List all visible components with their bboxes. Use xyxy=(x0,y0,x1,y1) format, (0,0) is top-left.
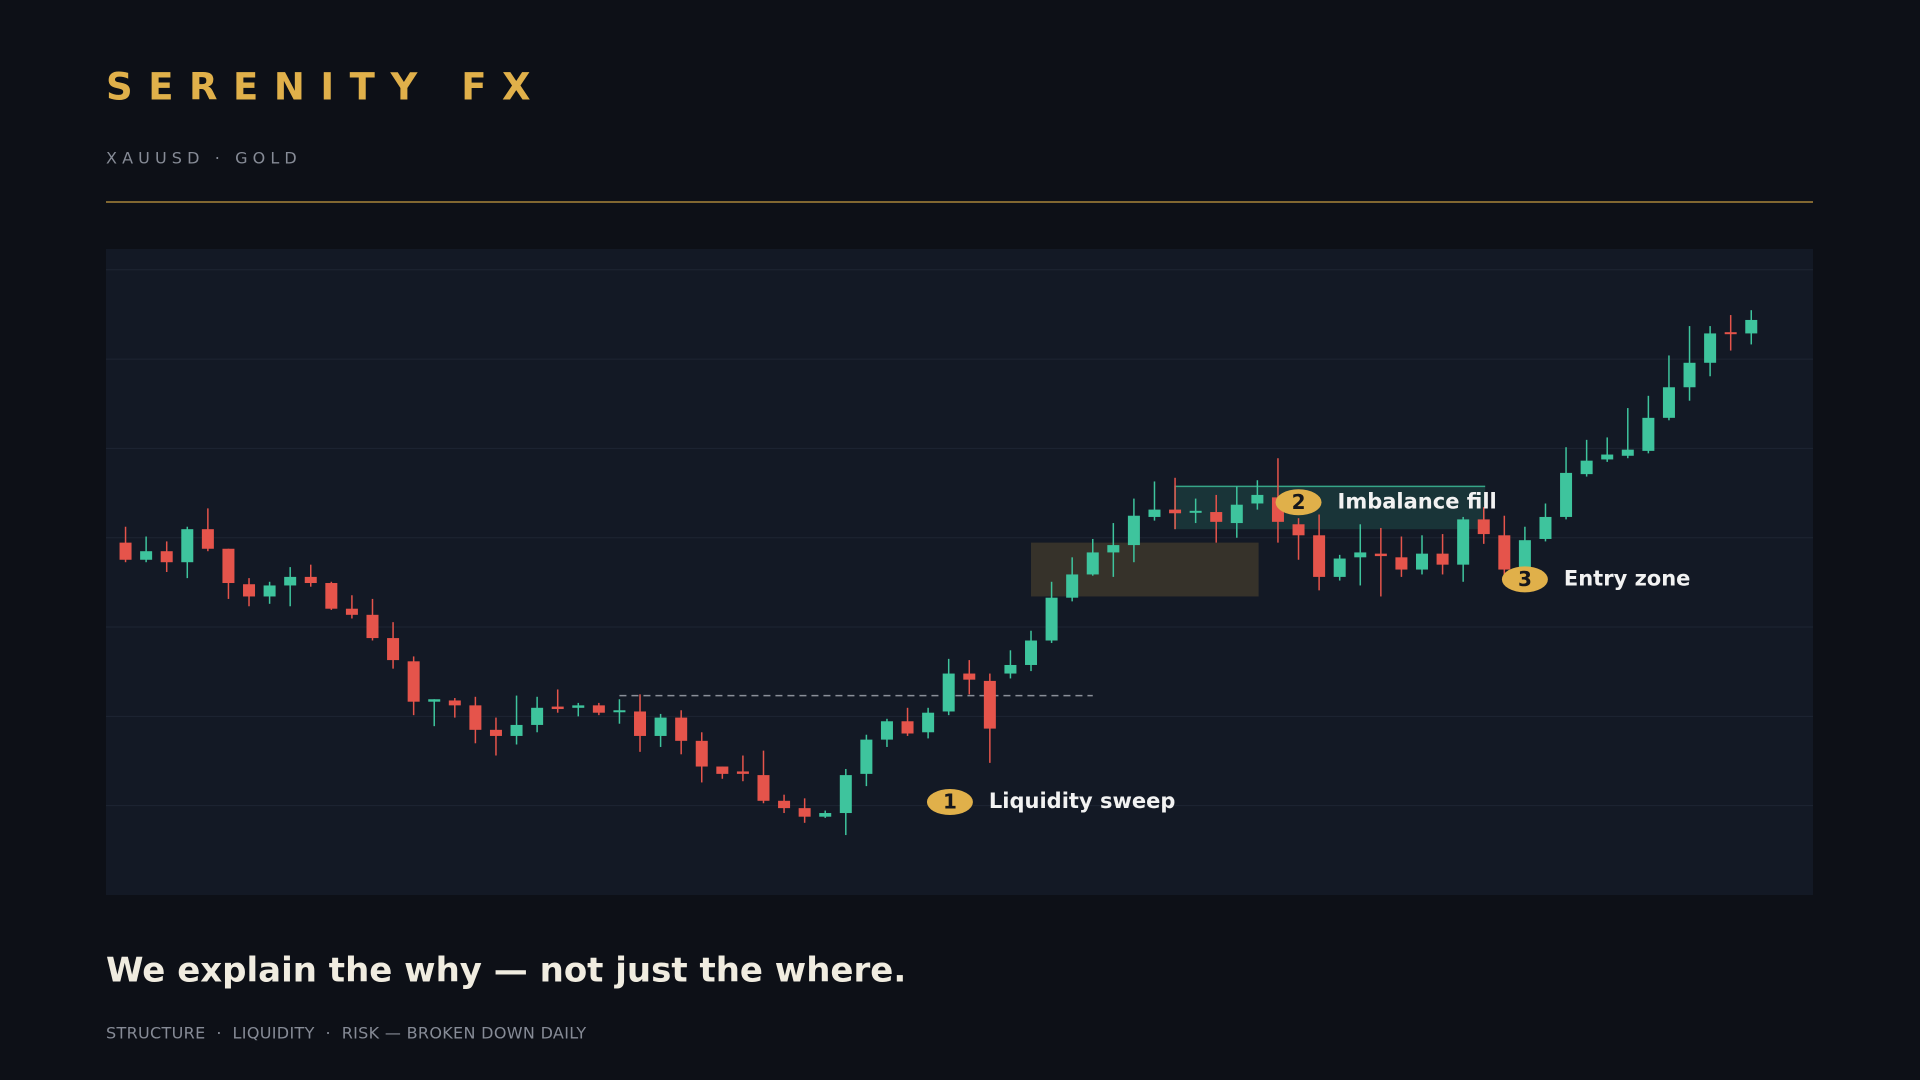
candle-body xyxy=(1395,557,1408,570)
candle-body xyxy=(922,712,935,733)
candle-body xyxy=(345,608,358,615)
candle-body xyxy=(1580,460,1593,475)
candle-body xyxy=(716,766,729,774)
candle-body xyxy=(1621,449,1634,456)
candle-body xyxy=(963,673,976,680)
candle-body xyxy=(407,661,420,702)
candle-body xyxy=(654,717,667,736)
candle-body xyxy=(1333,558,1346,577)
candle-body xyxy=(634,711,647,736)
candle-body xyxy=(1374,553,1387,557)
candle-body xyxy=(860,739,873,774)
candle-body xyxy=(1045,597,1058,641)
candle-body xyxy=(304,576,317,584)
candle-body xyxy=(572,705,585,708)
annotation-label: Entry zone xyxy=(1564,566,1691,590)
candle-body xyxy=(1025,640,1038,665)
candle-body xyxy=(366,614,379,639)
candle-body xyxy=(1457,519,1470,565)
candle-body xyxy=(1436,553,1449,565)
tagline: STRUCTURE · LIQUIDITY · RISK — BROKEN DO… xyxy=(106,1024,586,1043)
candle-body xyxy=(1477,519,1490,535)
candle-body xyxy=(1251,494,1264,504)
candle-body xyxy=(1560,472,1573,517)
candle-body xyxy=(1704,333,1717,363)
chart: 1 Liquidity sweep 2 Imbalance fill 3 Entry zo… xyxy=(106,269,1813,836)
candle-body xyxy=(448,700,461,706)
zone xyxy=(1031,542,1259,597)
badge-number: 2 xyxy=(1292,490,1306,514)
badge xyxy=(1275,489,1322,516)
candle-body xyxy=(284,576,297,586)
candle-body xyxy=(757,775,770,801)
candle-body xyxy=(119,542,132,560)
zone xyxy=(1175,486,1486,530)
badge xyxy=(926,789,973,816)
candle-body xyxy=(428,699,441,702)
candle-body xyxy=(1210,512,1223,522)
candle-body xyxy=(613,710,626,713)
candle-body xyxy=(983,680,996,729)
candle-body xyxy=(1724,332,1737,335)
candle-body xyxy=(1292,524,1305,536)
annotation-label: Liquidity sweep xyxy=(989,789,1175,813)
candle-body xyxy=(778,800,791,809)
brand-subtitle: XAUUSD · GOLD xyxy=(106,149,302,168)
candle-body xyxy=(839,775,852,814)
candle-body xyxy=(1086,552,1099,575)
candle-body xyxy=(469,705,482,730)
candle-body xyxy=(1189,510,1202,513)
candle-body xyxy=(1662,387,1675,418)
candle-body xyxy=(1107,545,1120,553)
candle-body xyxy=(1148,509,1161,517)
candle-body xyxy=(510,724,523,736)
candle-body xyxy=(1683,362,1696,388)
candle-body xyxy=(1230,504,1243,524)
candle-body xyxy=(798,808,811,817)
headline: We explain the why — not just the where. xyxy=(106,951,906,991)
candle-body xyxy=(1416,553,1429,570)
candle-body xyxy=(222,548,235,584)
candle-body xyxy=(1745,319,1758,334)
badge-number: 1 xyxy=(943,790,957,814)
candle-body xyxy=(1313,535,1326,577)
candle-body xyxy=(531,707,544,725)
badge xyxy=(1501,566,1548,593)
candle-body xyxy=(736,771,749,774)
candle-body xyxy=(325,583,338,609)
candle-body xyxy=(387,638,400,661)
candle-body xyxy=(160,551,173,563)
candle-body xyxy=(1169,509,1182,514)
candle-body xyxy=(1354,552,1367,558)
candle-body xyxy=(551,706,564,710)
candle-body xyxy=(942,673,955,712)
candle-body xyxy=(1518,540,1531,569)
candle-body xyxy=(880,721,893,740)
badge-number: 3 xyxy=(1518,567,1532,591)
candle-body xyxy=(592,705,605,713)
candle-body xyxy=(1539,516,1552,539)
candle-body xyxy=(489,729,502,736)
candle-body xyxy=(1642,417,1655,451)
candle-body xyxy=(140,551,153,560)
candle-body xyxy=(201,529,214,549)
candle-body xyxy=(1004,664,1017,674)
annotation-label: Imbalance fill xyxy=(1338,489,1497,513)
candle-body xyxy=(263,585,276,597)
candle-body xyxy=(1127,515,1140,546)
candle-body xyxy=(243,584,256,597)
candle-body xyxy=(1066,574,1079,598)
candle-body xyxy=(1601,454,1614,460)
candle-body xyxy=(181,529,194,563)
brand-title: SERENITY FX xyxy=(106,66,546,109)
candle-body xyxy=(695,740,708,767)
candle-body xyxy=(901,721,914,734)
candle-body xyxy=(675,717,688,741)
candle-body xyxy=(819,813,832,817)
candle-body xyxy=(1498,535,1511,570)
